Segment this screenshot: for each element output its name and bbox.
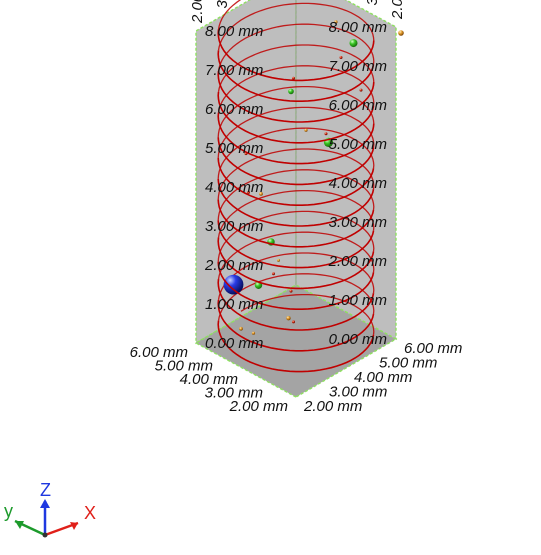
y-tick-label-top: 3.00 mm: [214, 0, 231, 9]
floor: [194, 284, 398, 398]
orange-particle: [286, 316, 291, 321]
gizmo-z-arrowhead: [40, 499, 50, 508]
helix-front-half: [217, 29, 375, 373]
z-tick-label-left: 7.00 mm: [329, 58, 387, 75]
helix-back-segment: [217, 189, 375, 238]
helix-back-segment: [217, 0, 242, 30]
orientation-gizmo: X y Z: [4, 480, 96, 538]
z-tick-label-right: 8.00 mm: [205, 23, 263, 40]
helix-front-segment: [217, 50, 375, 102]
helix-front-segment: [217, 320, 375, 373]
x-tick-label-top: 3.00 mm: [364, 0, 381, 6]
red-particle: [292, 76, 295, 80]
orange-particle: [251, 331, 256, 335]
helix-back-segment: [217, 44, 375, 93]
helix-front-segment: [217, 91, 375, 144]
red-particle: [289, 289, 293, 293]
red-particle: [339, 56, 343, 59]
helix-front-segment: [217, 137, 375, 186]
z-tick-label-right: 6.00 mm: [205, 101, 263, 118]
z-tick-label-right: 3.00 mm: [205, 218, 263, 235]
blue-particle: [223, 274, 244, 295]
red-particle: [272, 272, 275, 276]
orange-particle: [239, 326, 243, 331]
z-tick-label-right: 0.00 mm: [205, 335, 263, 352]
x-tick-label-top: 2.00 mm: [389, 0, 406, 20]
z-tick-label-left: 5.00 mm: [329, 136, 387, 153]
helix-back-segment: [217, 65, 375, 113]
helix-back-segment: [240, 293, 375, 335]
gizmo-y-arrowhead: [15, 521, 24, 529]
gizmo-x-label: X: [84, 503, 96, 523]
helix-front-segment: [217, 261, 375, 311]
helix-back-segment: [217, 148, 375, 200]
helix-front-segment: [217, 178, 375, 227]
red-particle: [247, 190, 250, 194]
helix-back-segment: [217, 85, 375, 138]
helix-back-segment: [217, 106, 375, 159]
orange-particle: [277, 258, 280, 262]
z-tick-label-left: 1.00 mm: [329, 292, 387, 309]
z-tick-label-left: 4.00 mm: [329, 175, 387, 192]
x-tick-label-bottom: 6.00 mm: [130, 344, 188, 361]
z-tick-label-left: 2.00 mm: [328, 253, 387, 270]
helix-back-segment: [217, 169, 375, 221]
green-particle: [288, 88, 294, 95]
z-tick-label-right: 5.00 mm: [205, 140, 263, 157]
x-tick-label-bottom: 5.00 mm: [155, 358, 213, 375]
z-tick-label-right: 4.00 mm: [205, 179, 263, 196]
helix-front-segment: [217, 29, 375, 82]
helix-back-half: [217, 0, 375, 335]
z-tick-label-left: 3.00 mm: [329, 214, 387, 231]
helix-back-segment: [217, 210, 375, 263]
helix-front-segment: [217, 71, 375, 123]
gizmo-x-arrowhead: [70, 522, 78, 530]
green-particle: [349, 39, 358, 48]
helix-back-segment: [217, 273, 375, 321]
y-tick-label-bottom: 2.00 mm: [303, 398, 362, 415]
red-particle: [292, 320, 295, 324]
helix-back-segment: [217, 231, 375, 280]
z-tick-label-right: 7.00 mm: [205, 62, 263, 79]
helix-front-segment: [217, 299, 375, 352]
gizmo-y-label: y: [4, 501, 13, 521]
y-tick-label-bottom: 3.00 mm: [329, 384, 387, 401]
gizmo-z-label: Z: [40, 480, 51, 500]
helix-front-segment: [217, 237, 375, 290]
y-tick-label-bottom: 4.00 mm: [354, 369, 412, 386]
z-tick-label-left: 6.00 mm: [329, 97, 387, 114]
red-particle: [359, 88, 363, 92]
x-tick-label-bottom: 4.00 mm: [180, 371, 238, 388]
gizmo-origin: [42, 532, 48, 538]
helix-front-segment: [217, 220, 375, 269]
helix-front-segment: [217, 112, 375, 165]
z-tick-label-left: 8.00 mm: [329, 19, 387, 36]
z-tick-label-right: 1.00 mm: [205, 296, 263, 313]
y-tick-label-bottom: 5.00 mm: [379, 355, 437, 372]
z-tick-label-right: 2.00 mm: [204, 257, 263, 274]
helix-back-segment: [217, 23, 375, 72]
helix-front-segment: [217, 279, 375, 331]
axis-tick-labels: 8.00 mm7.00 mm6.00 mm5.00 mm4.00 mm3.00 …: [130, 0, 463, 415]
helix-back-segment: [217, 127, 375, 179]
helix-front-segment: [217, 157, 375, 206]
y-tick-label-bottom: 6.00 mm: [404, 340, 462, 357]
orange-particle: [304, 128, 308, 132]
orange-particle: [259, 192, 263, 196]
orange-particle: [398, 30, 404, 36]
helix-back-segment: [217, 2, 375, 51]
z-tick-label-left: 0.00 mm: [329, 331, 387, 348]
y-tick-label-top: 2.00 mm: [189, 0, 206, 24]
x-tick-label-bottom: 2.00 mm: [229, 398, 288, 415]
x-tick-label-bottom: 3.00 mm: [205, 385, 263, 402]
red-particle: [324, 132, 328, 136]
helix-front-segment: [217, 199, 375, 248]
orange-particle: [334, 20, 338, 24]
